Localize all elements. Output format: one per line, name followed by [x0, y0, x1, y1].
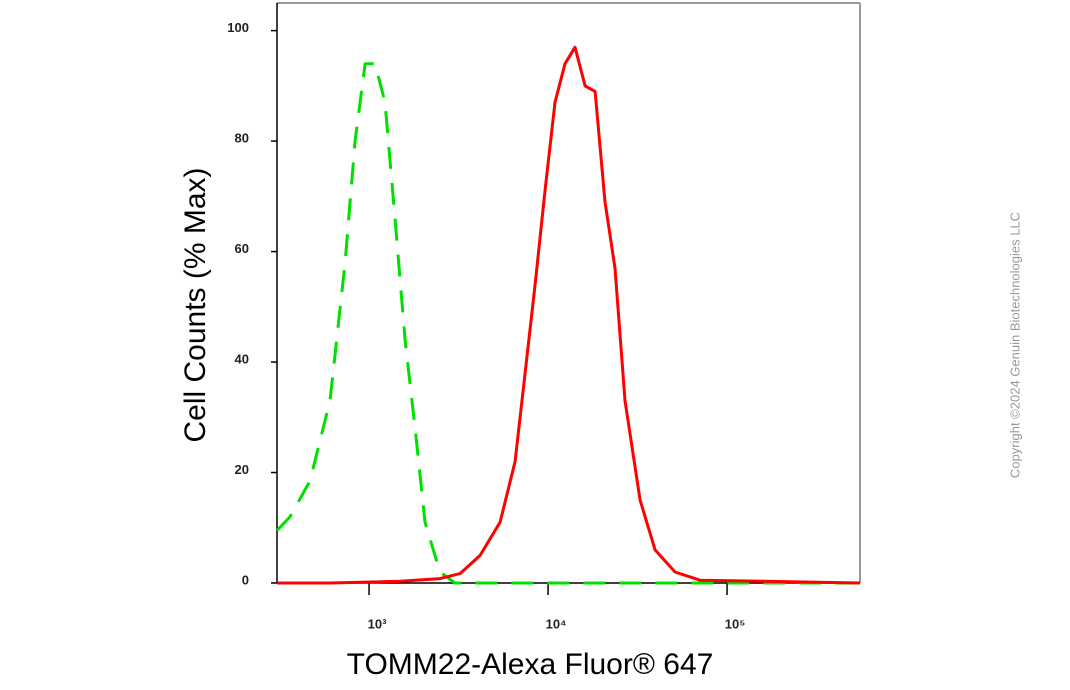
watermark: Copyright ©2024 Genuin Biotechnologies L…: [1007, 212, 1022, 478]
y-tick-label: 40: [235, 351, 249, 366]
y-tick-label: 20: [235, 462, 249, 477]
y-tick-label: 0: [242, 572, 249, 587]
series-line: [277, 45, 861, 585]
series-line: [275, 62, 860, 585]
x-axis-label: TOMM22-Alexa Fluor® 647: [347, 648, 714, 681]
y-tick-label: 60: [235, 241, 249, 256]
x-tick-label: 10⁵: [725, 616, 746, 631]
x-tick-label: 10³: [368, 616, 387, 631]
y-axis-label: Cell Counts (% Max): [179, 167, 212, 442]
x-tick-label: 10⁴: [546, 616, 567, 631]
y-tick-label: 100: [227, 20, 249, 35]
y-tick-label: 80: [235, 131, 249, 146]
